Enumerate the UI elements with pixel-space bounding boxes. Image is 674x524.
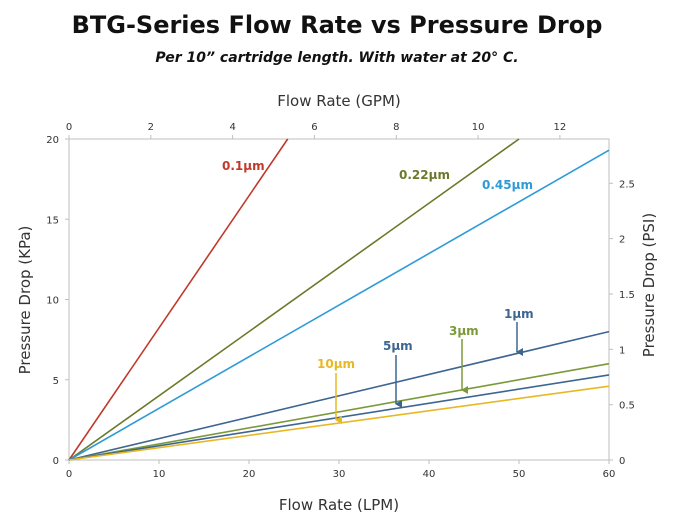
series-line-0 (68, 138, 289, 461)
y2-tick-label: 1 (619, 345, 625, 356)
chart-title: BTG-Series Flow Rate vs Pressure Drop (72, 11, 603, 39)
x2-tick-label: 0 (66, 122, 72, 133)
y-tick-label: 0 (53, 456, 59, 467)
x-tick-label: 60 (603, 469, 616, 480)
x2-tick-label: 4 (229, 122, 235, 133)
x-tick-label: 40 (423, 469, 436, 480)
series-label-3: 1µm (504, 307, 534, 321)
y-tick-label: 15 (46, 215, 59, 226)
series-label-4: 3µm (449, 324, 479, 338)
x-tick-label: 0 (66, 469, 72, 480)
x-axis-title: Flow Rate (LPM) (279, 496, 399, 514)
x-tick-label: 20 (243, 469, 256, 480)
chart-subtitle: Per 10” cartridge length. With water at … (155, 50, 518, 66)
y-tick-label: 5 (53, 376, 59, 387)
x2-tick-label: 2 (148, 122, 154, 133)
series-label-6: 10µm (317, 357, 355, 371)
y2-tick-label: 1.5 (619, 290, 635, 301)
series-line-3 (68, 330, 610, 461)
x2-tick-label: 8 (393, 122, 399, 133)
y-axis-title: Pressure Drop (KPa) (16, 226, 34, 375)
x2-tick-label: 6 (311, 122, 317, 133)
x2-tick-label: 12 (554, 122, 567, 133)
y2-tick-label: 0.5 (619, 401, 635, 412)
series-line-5 (68, 374, 610, 461)
y-tick-label: 20 (46, 135, 59, 146)
y2-tick-label: 0 (619, 456, 625, 467)
series-line-6 (68, 385, 610, 461)
series-annotations: 0.1µm 0.22µm 0.45µm 1µm 3µm 5µm 10µm (222, 159, 534, 424)
x2-axis-title: Flow Rate (GPM) (277, 92, 401, 110)
y2-tick-label: 2 (619, 235, 625, 246)
series-label-5: 5µm (383, 339, 413, 353)
series-label-1: 0.22µm (399, 168, 450, 182)
x-tick-label: 50 (513, 469, 526, 480)
series-label-2: 0.45µm (482, 178, 533, 192)
y2-axis-title: Pressure Drop (PSI) (640, 213, 658, 357)
y-tick-label: 10 (46, 296, 59, 307)
series-label-0: 0.1µm (222, 159, 265, 173)
x-tick-label: 10 (153, 469, 166, 480)
x2-tick-label: 10 (472, 122, 485, 133)
x-tick-label: 30 (333, 469, 346, 480)
series-line-2 (68, 149, 610, 461)
series-line-4 (68, 362, 610, 461)
series-line-1 (68, 138, 520, 461)
y2-tick-label: 2.5 (619, 179, 635, 190)
